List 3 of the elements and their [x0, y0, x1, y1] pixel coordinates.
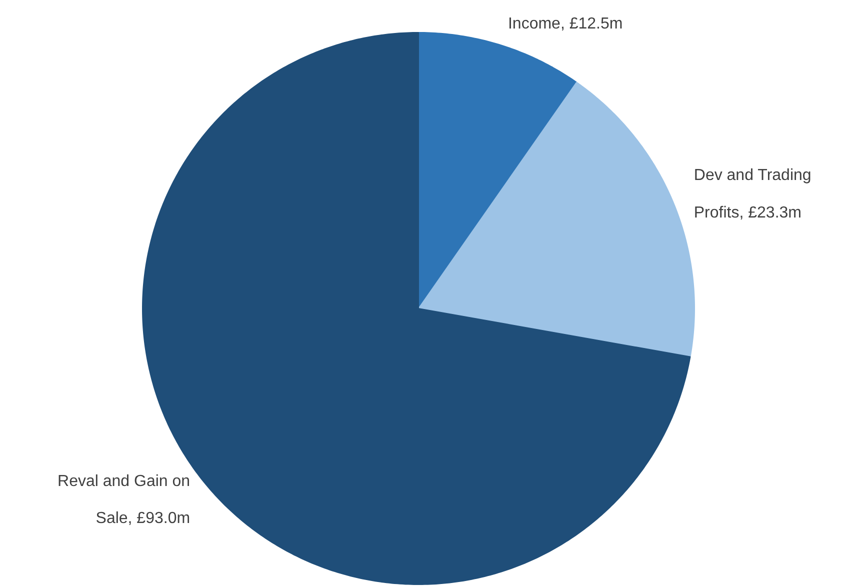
category-label: Dev and Trading Profits, £23.3m: [694, 167, 812, 222]
slice-label: Income, £12.5m: [508, 16, 623, 33]
category-label: Reval and Gain on Sale, £93.0m: [58, 472, 190, 528]
